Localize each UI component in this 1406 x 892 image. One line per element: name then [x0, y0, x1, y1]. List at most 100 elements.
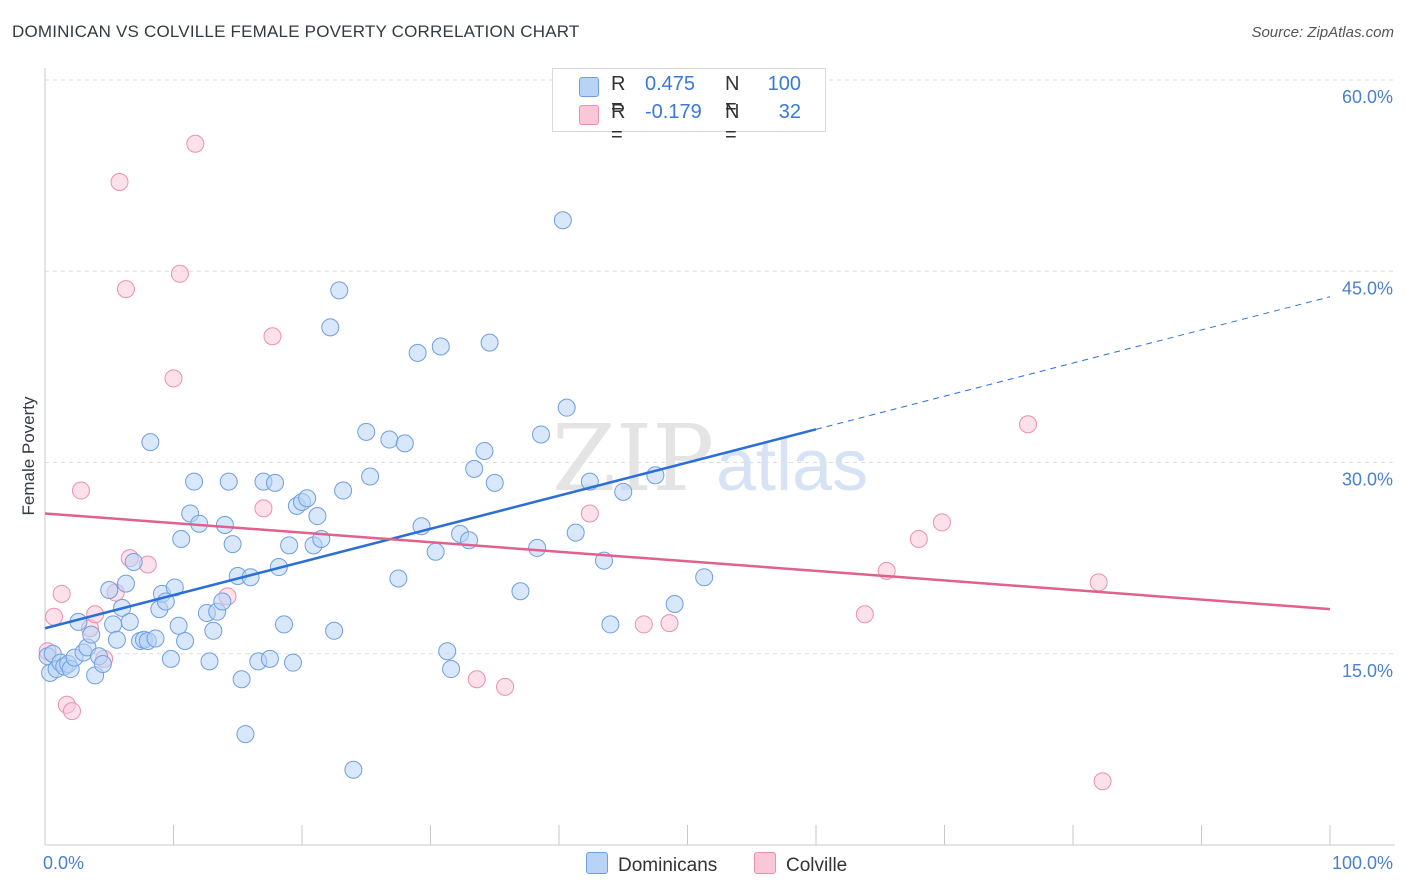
legend-label-colville: Colville	[786, 855, 848, 876]
y-tick-label: 60.0%	[1342, 87, 1393, 107]
watermark-atlas: atlas	[716, 426, 868, 506]
legend-n-label: N =	[725, 73, 740, 118]
dominicans-point	[185, 472, 204, 491]
dominicans-point	[200, 652, 219, 671]
x-tick-label: 100.0%	[1332, 853, 1393, 873]
colville-point	[467, 670, 486, 689]
legend-r-label: R =	[611, 101, 626, 146]
dominicans-point	[266, 473, 285, 492]
colville-point	[634, 615, 653, 634]
dominicans-point	[107, 630, 126, 649]
dominicans-point	[120, 612, 139, 631]
dominicans-point	[553, 211, 572, 230]
dominicans-point	[357, 422, 376, 441]
colville-point	[932, 513, 951, 532]
dominicans-point	[408, 343, 427, 362]
dominicans-point	[532, 425, 551, 444]
dominicans-point	[284, 653, 303, 672]
legend-n-value: 32	[778, 101, 801, 123]
dominicans-point	[695, 568, 714, 587]
dominicans-point	[614, 482, 633, 501]
y-tick-label: 15.0%	[1342, 661, 1393, 681]
legend-n-value: 100	[767, 73, 801, 95]
dominicans-point	[308, 507, 327, 526]
legend-swatch-pink	[754, 852, 776, 874]
dominicans-point	[275, 615, 294, 634]
legend-n-label: N =	[725, 101, 740, 146]
colville-point	[170, 264, 189, 283]
dominicans-point	[431, 337, 450, 356]
dominicans-point	[236, 725, 255, 744]
colville-point	[164, 369, 183, 388]
chart-title: DOMINICAN VS COLVILLE FEMALE POVERTY COR…	[12, 22, 580, 41]
tick-labels: 15.0% 30.0% 45.0% 60.0% 0.0% 100.0%	[43, 87, 1393, 873]
colville-point	[52, 584, 71, 603]
y-tick-label: 30.0%	[1342, 470, 1393, 490]
dominicans-point	[395, 434, 414, 453]
colville-point	[660, 614, 679, 633]
dominicans-point	[465, 459, 484, 478]
dominicans-point	[389, 569, 408, 588]
colville-point	[186, 134, 205, 153]
dominicans-point	[557, 398, 576, 417]
colville-point	[1089, 573, 1108, 592]
dominicans-point	[665, 595, 684, 614]
colville-point	[1093, 772, 1112, 791]
gridlines	[45, 79, 1395, 655]
y-axis-label: Female Poverty	[19, 396, 38, 516]
dominicans-point	[215, 515, 234, 534]
dominicans-point	[141, 433, 160, 452]
dominicans-point	[260, 649, 279, 668]
dominicans-point	[442, 660, 461, 679]
x-tick-label: 0.0%	[43, 853, 84, 873]
dominicans-point	[116, 574, 135, 593]
dominicans-trend-extension	[815, 296, 1331, 430]
colville-point	[110, 173, 129, 191]
colville-point	[62, 702, 81, 721]
legend-item-colville[interactable]: Colville	[754, 852, 847, 877]
dominicans-point	[334, 481, 353, 500]
dominicans-point	[223, 535, 242, 554]
legend-r-value: -0.179	[645, 101, 702, 123]
legend-swatch-blue	[579, 77, 599, 97]
dominicans-point	[100, 581, 119, 599]
dominicans-point	[325, 621, 344, 640]
dominicans-trend-line	[44, 428, 817, 630]
dominicans-point	[380, 430, 399, 449]
dominicans-points	[38, 211, 714, 779]
dominicans-point	[104, 615, 123, 634]
colville-point	[263, 327, 282, 346]
dominicans-point	[330, 281, 349, 300]
colville-point	[855, 605, 874, 624]
dominicans-point	[146, 629, 165, 648]
dominicans-point	[82, 625, 101, 644]
colville-point	[254, 499, 273, 518]
source-label: Source: ZipAtlas.com	[1251, 24, 1394, 41]
colville-point	[580, 504, 599, 523]
dominicans-point	[124, 552, 143, 571]
colville-trend-line	[44, 512, 1331, 611]
dominicans-point	[361, 467, 380, 486]
colville-point	[71, 481, 90, 500]
legend-item-dominicans[interactable]: Dominicans	[586, 852, 717, 877]
colville-point	[44, 607, 63, 626]
dominicans-point	[204, 621, 223, 640]
legend-r-value: 0.475	[645, 73, 696, 95]
colville-point	[116, 280, 135, 299]
dominicans-point	[438, 642, 457, 661]
dominicans-point	[298, 489, 317, 508]
legend-label-dominicans: Dominicans	[618, 855, 718, 876]
dominicans-point	[176, 632, 195, 650]
colville-point	[496, 677, 515, 696]
dominicans-point	[344, 760, 363, 779]
dominicans-point	[172, 530, 191, 548]
colville-point	[909, 530, 928, 548]
watermark: ZIP atlas	[552, 405, 868, 512]
dominicans-point	[169, 616, 188, 635]
dominicans-point	[480, 333, 499, 352]
y-tick-label: 45.0%	[1342, 278, 1393, 298]
axes	[44, 68, 1395, 846]
dominicans-point	[280, 536, 299, 555]
dominicans-point	[426, 542, 445, 561]
